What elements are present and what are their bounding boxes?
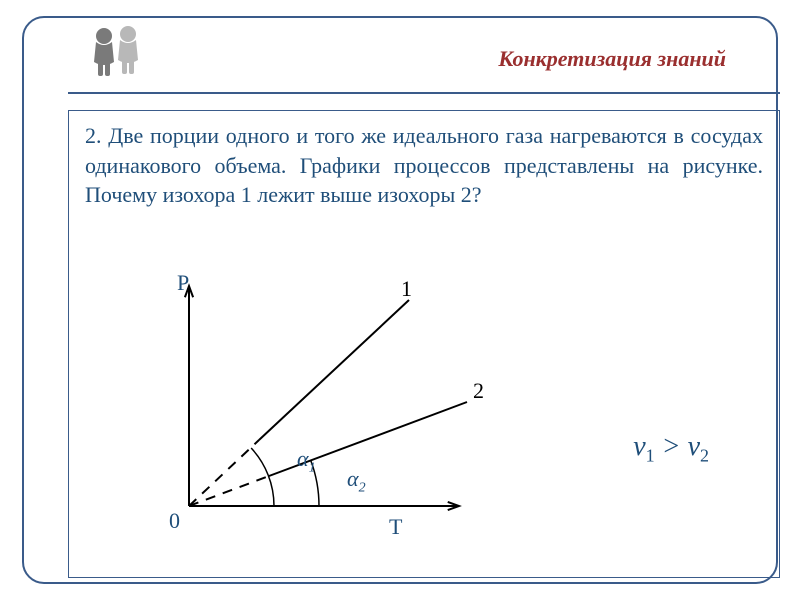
header-rule [68,92,780,94]
pt-plot: P T 0 1 2 α1 α2 [129,266,549,546]
line-2-label: 2 [473,378,484,404]
x-axis-label: T [389,514,402,540]
content-box: 2. Две порции одного и того же идеальног… [68,110,780,578]
alpha-2-label: α2 [347,466,366,496]
alpha-1-label: α1 [297,446,316,476]
y-axis-label: P [177,270,189,296]
origin-label: 0 [169,508,180,534]
people-silhouette-icon [76,22,162,80]
outer-frame: Конкретизация знаний 2. Две порции одног… [22,16,778,584]
inequality: ν1 > ν2 [633,431,709,467]
question-text: 2. Две порции одного и того же идеальног… [85,121,763,210]
line-1-label: 1 [401,276,412,302]
section-title: Конкретизация знаний [498,46,726,72]
